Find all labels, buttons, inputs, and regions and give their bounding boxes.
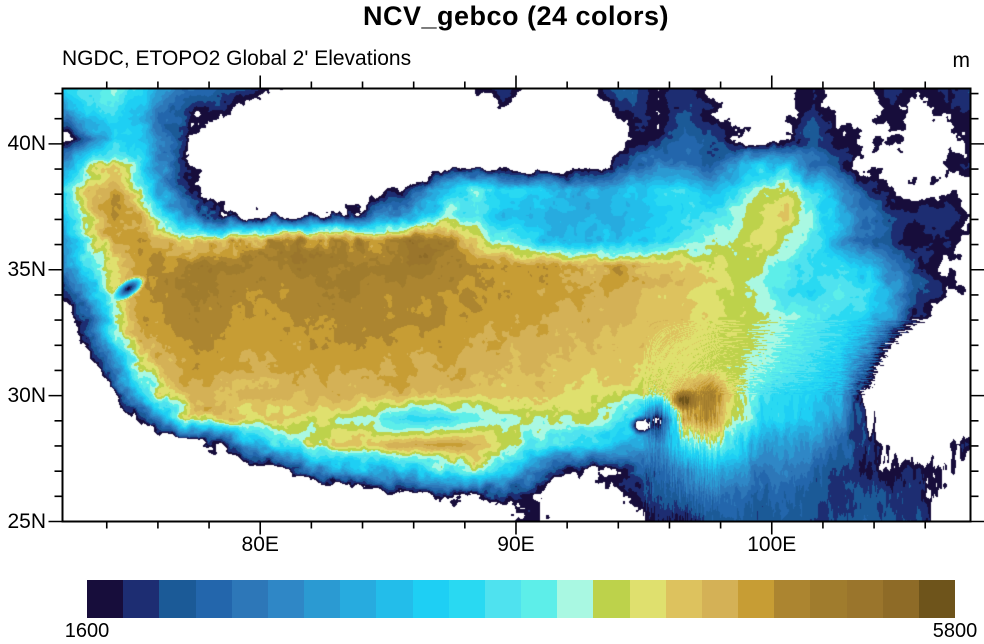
units-label: m xyxy=(952,49,971,72)
colorbar-swatch xyxy=(593,580,630,618)
colorbar-min-label: 1600 xyxy=(64,620,110,642)
colorbar-swatch xyxy=(882,580,919,618)
colorbar-swatch xyxy=(412,580,449,618)
colorbar-swatch xyxy=(484,580,522,618)
colorbar-swatch xyxy=(304,580,341,618)
colorbar-swatch xyxy=(448,580,485,618)
colorbar-swatch xyxy=(629,580,666,618)
colorbar-swatch xyxy=(738,580,775,618)
colorbar-swatch xyxy=(557,580,594,618)
colorbar-swatch xyxy=(376,580,413,618)
y-tick-label: 40N xyxy=(7,131,46,155)
y-tick-label: 30N xyxy=(7,383,46,407)
colorbar-swatch xyxy=(231,580,268,618)
colorbar-swatch xyxy=(665,580,702,618)
colorbar-swatch xyxy=(195,580,232,618)
colorbar-swatch xyxy=(123,580,160,618)
colorbar-swatch xyxy=(340,580,377,618)
colorbar xyxy=(87,580,956,618)
plot-subtitle: NGDC, ETOPO2 Global 2' Elevations xyxy=(62,47,412,70)
colorbar-swatch xyxy=(918,580,956,618)
colorbar-swatch xyxy=(87,580,124,618)
y-tick-label: 35N xyxy=(7,257,46,281)
colorbar-swatch xyxy=(521,580,558,618)
colorbar-swatch xyxy=(159,580,196,618)
colorbar-swatch xyxy=(774,580,811,618)
colorbar-swatch xyxy=(846,580,883,618)
plot-title: NCV_gebco (24 colors) xyxy=(362,1,670,31)
colorbar-swatch xyxy=(701,580,739,618)
x-tick-label: 100E xyxy=(747,533,797,556)
x-tick-label: 80E xyxy=(241,533,279,556)
colorbar-swatch xyxy=(810,580,847,618)
x-tick-label: 90E xyxy=(497,533,535,556)
colorbar-swatch xyxy=(267,580,305,618)
y-tick-label: 25N xyxy=(7,509,46,533)
elevation-raster-map xyxy=(62,88,970,521)
colorbar-max-label: 5800 xyxy=(932,620,978,642)
